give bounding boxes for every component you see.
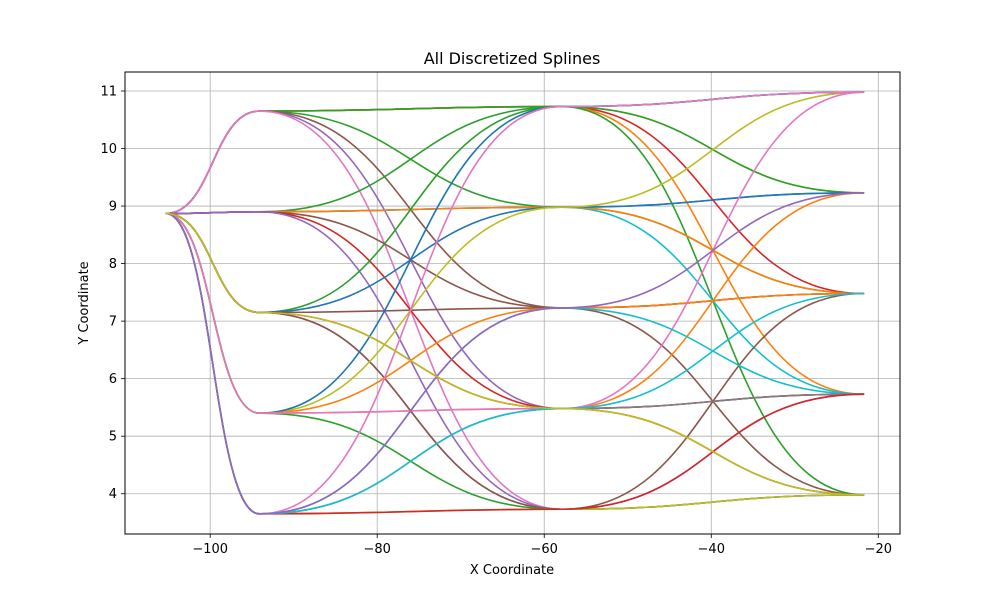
y-tick-label: 10 [100,142,117,157]
x-axis-ticks: −100 −80 −60 −40 −20 [192,534,892,557]
y-tick-label: 6 [109,372,117,387]
y-tick-label: 5 [109,430,117,445]
grid [125,72,900,534]
y-tick-label: 8 [109,257,117,272]
x-tick-label: −40 [698,542,725,557]
y-tick-label: 4 [109,487,117,502]
y-axis-ticks: 4 5 6 7 8 9 10 11 [100,84,125,502]
y-axis-label: Y Coordinate [77,261,92,345]
y-tick-label: 7 [109,315,117,330]
spline-line [165,91,865,414]
y-tick-label: 9 [109,200,117,215]
y-tick-label: 11 [100,84,117,99]
x-tick-label: −60 [531,542,558,557]
x-tick-label: −100 [192,542,228,557]
chart-title: All Discretized Splines [424,49,601,68]
spline-lines [165,91,865,515]
x-axis-label: X Coordinate [470,563,554,578]
spline-line [165,212,865,496]
x-tick-label: −20 [865,542,892,557]
x-tick-label: −80 [363,542,390,557]
spline-line [165,192,865,515]
plot-frame [124,71,901,535]
